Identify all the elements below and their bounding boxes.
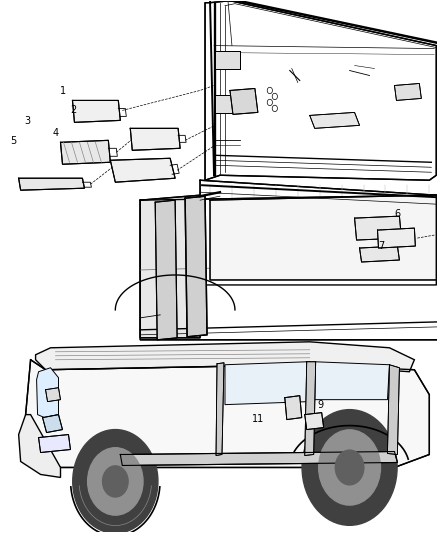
- Text: 5: 5: [11, 136, 17, 146]
- Text: 6: 6: [395, 209, 401, 220]
- Polygon shape: [378, 228, 415, 248]
- Polygon shape: [305, 413, 324, 430]
- Circle shape: [88, 448, 143, 515]
- Polygon shape: [205, 1, 436, 180]
- Polygon shape: [230, 88, 258, 115]
- Polygon shape: [46, 387, 60, 402]
- Polygon shape: [42, 415, 63, 433]
- Polygon shape: [155, 200, 177, 340]
- Polygon shape: [60, 140, 110, 164]
- Polygon shape: [37, 368, 59, 417]
- Polygon shape: [225, 362, 308, 405]
- Polygon shape: [120, 451, 397, 465]
- Circle shape: [319, 430, 381, 505]
- Circle shape: [73, 430, 158, 533]
- Polygon shape: [35, 342, 414, 372]
- Polygon shape: [72, 100, 120, 123]
- Text: 11: 11: [252, 414, 264, 424]
- Polygon shape: [215, 95, 240, 114]
- Polygon shape: [310, 112, 360, 128]
- Polygon shape: [215, 51, 240, 69]
- Polygon shape: [19, 415, 60, 478]
- Text: 3: 3: [25, 116, 31, 126]
- Text: 1: 1: [60, 86, 66, 96]
- Polygon shape: [314, 362, 389, 400]
- Text: 7: 7: [378, 241, 385, 251]
- Polygon shape: [200, 180, 436, 285]
- Polygon shape: [140, 195, 200, 338]
- Polygon shape: [305, 362, 316, 456]
- Polygon shape: [395, 84, 421, 100]
- Polygon shape: [130, 128, 180, 150]
- Polygon shape: [25, 360, 429, 467]
- Polygon shape: [19, 178, 85, 190]
- Polygon shape: [110, 158, 175, 182]
- Polygon shape: [140, 195, 438, 340]
- Text: 4: 4: [52, 127, 58, 138]
- Polygon shape: [360, 246, 399, 262]
- Polygon shape: [216, 363, 224, 456]
- Circle shape: [336, 450, 364, 485]
- Polygon shape: [355, 216, 401, 240]
- Text: 2: 2: [71, 104, 77, 115]
- Polygon shape: [39, 434, 71, 453]
- Circle shape: [102, 466, 128, 497]
- Polygon shape: [285, 395, 302, 419]
- Circle shape: [302, 410, 397, 526]
- Polygon shape: [210, 195, 436, 280]
- Polygon shape: [185, 196, 207, 337]
- Text: 9: 9: [318, 400, 324, 410]
- Polygon shape: [388, 365, 399, 455]
